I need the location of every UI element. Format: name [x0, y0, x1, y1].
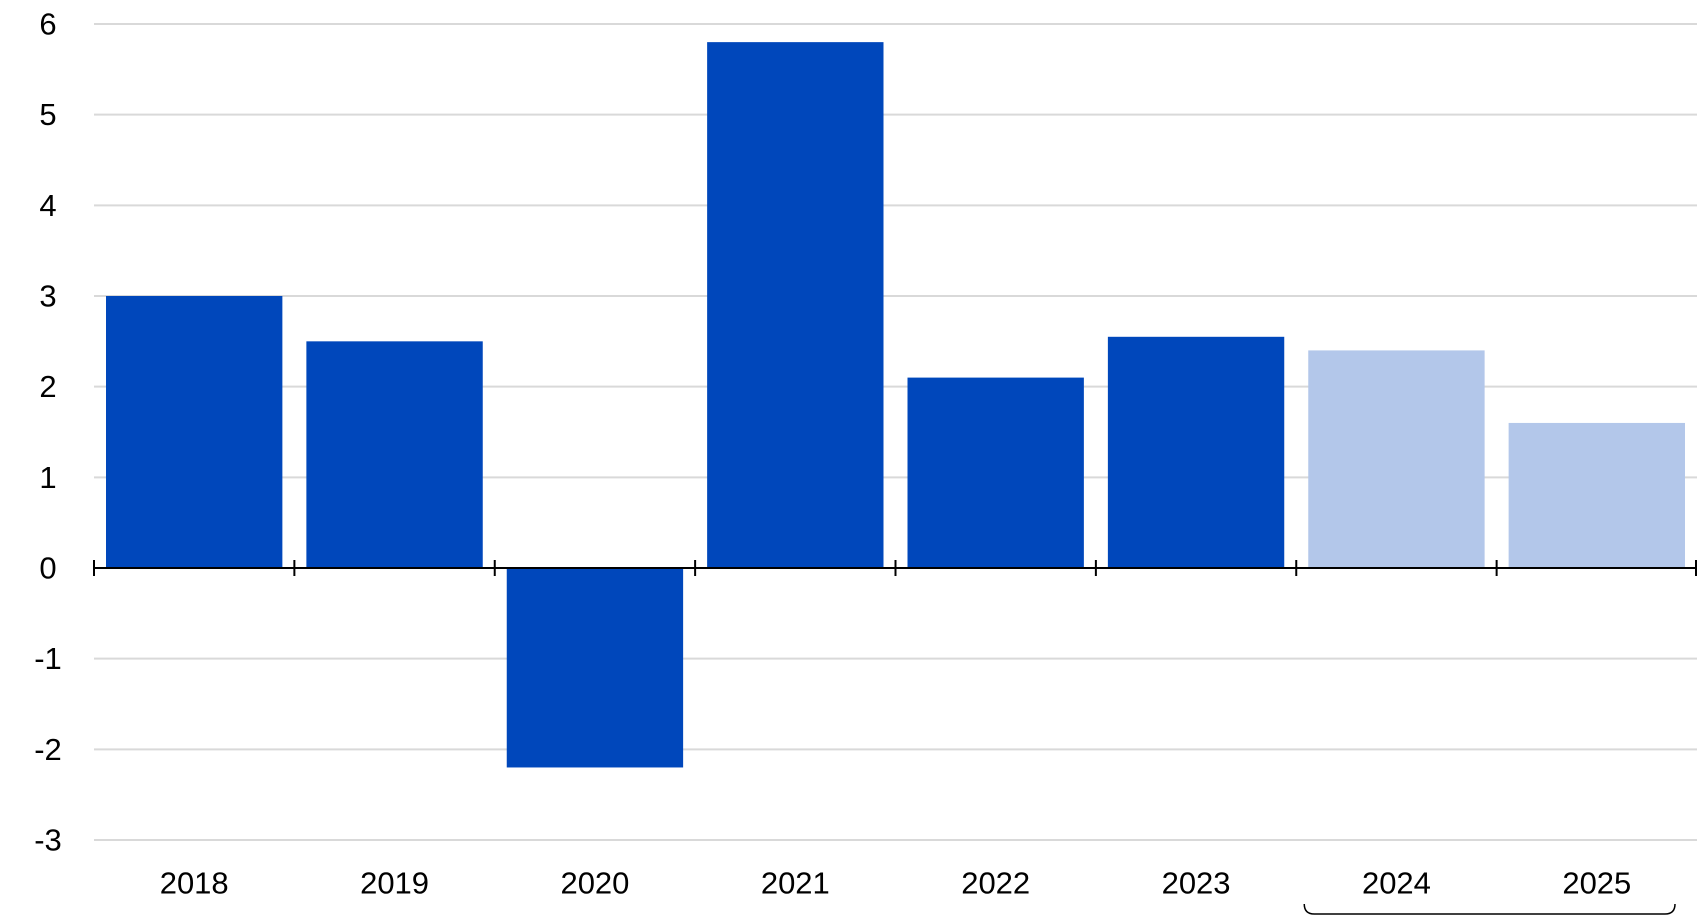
- x-tick-label: 2022: [961, 866, 1030, 901]
- bar-projected: [1308, 350, 1485, 568]
- y-tick-label: -3: [34, 823, 62, 858]
- projection-bracket: [1303, 903, 1676, 915]
- y-tick-label: 0: [39, 551, 56, 586]
- y-tick-label: 4: [39, 188, 56, 223]
- y-tick-label: 1: [39, 460, 56, 495]
- bar: [907, 377, 1084, 568]
- y-tick-label: 2: [39, 369, 56, 404]
- x-axis: [93, 560, 1697, 576]
- x-tick-label: 2025: [1562, 866, 1631, 901]
- x-tick-label: 2020: [560, 866, 629, 901]
- x-axis-tick-labels: 2018 2019 2020 2021 2022 2023 2024 2025: [160, 866, 1632, 901]
- bar: [106, 296, 283, 568]
- y-axis-tick-labels: 6 5 4 3 2 1 0 -1 -2 -3: [34, 7, 62, 858]
- x-tick-label: 2024: [1362, 866, 1431, 901]
- x-tick-label: 2018: [160, 866, 229, 901]
- y-tick-label: -2: [34, 732, 62, 767]
- bar: [506, 568, 684, 768]
- x-tick-label: 2019: [360, 866, 429, 901]
- y-tick-label: 5: [39, 97, 56, 132]
- bar: [306, 341, 483, 568]
- projection-bracket-line: [1303, 903, 1676, 915]
- y-tick-label: 6: [39, 7, 56, 42]
- x-tick-label: 2023: [1162, 866, 1231, 901]
- bar: [707, 42, 884, 568]
- bar: [1107, 336, 1285, 568]
- y-tick-label: 3: [39, 279, 56, 314]
- bars: [106, 42, 1685, 768]
- bar-projected: [1508, 422, 1685, 568]
- y-tick-label: -1: [34, 641, 62, 676]
- x-tick-label: 2021: [761, 866, 830, 901]
